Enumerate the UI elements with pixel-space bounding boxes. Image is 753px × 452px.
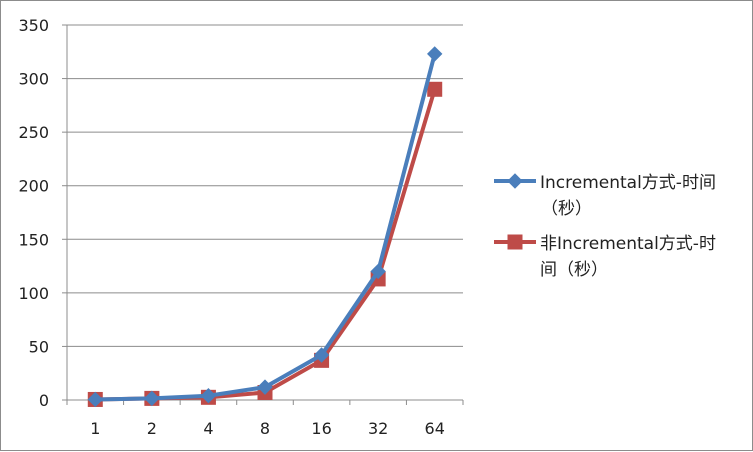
legend-marker-1 bbox=[507, 173, 523, 189]
data-point-s1-4 bbox=[313, 347, 330, 363]
x-tick-label: 4 bbox=[203, 419, 213, 438]
x-tick-label: 1 bbox=[90, 419, 100, 438]
data-point-s1-2 bbox=[200, 388, 217, 404]
y-tick-labels: 0 50 100 150 200 250 300 350 bbox=[18, 16, 49, 410]
y-tick-label: 300 bbox=[18, 70, 49, 89]
gridlines bbox=[67, 24, 463, 347]
x-tick-label: 2 bbox=[147, 419, 157, 438]
legend: Incremental方式-时间 （秒） 非Incremental方式-时间（秒） bbox=[494, 173, 716, 280]
x-tick-label: 64 bbox=[425, 419, 445, 438]
series-group bbox=[87, 46, 443, 408]
legend-label-1-line-2: （秒） bbox=[541, 199, 592, 219]
y-tick-label: 150 bbox=[18, 230, 49, 249]
x-tick-label: 8 bbox=[260, 419, 270, 438]
series-line-1 bbox=[95, 53, 437, 402]
data-point-s1-0 bbox=[87, 391, 103, 408]
y-tick-label: 0 bbox=[39, 391, 49, 410]
axes bbox=[62, 24, 464, 405]
x-tick-label: 16 bbox=[311, 419, 331, 438]
data-point-s1-3 bbox=[257, 379, 273, 395]
y-tick-label: 100 bbox=[18, 284, 49, 303]
legend-label-2-line-2: 间（秒） bbox=[540, 260, 608, 280]
y-tick-label: 50 bbox=[29, 337, 49, 356]
y-tick-label: 250 bbox=[18, 123, 49, 142]
y-tick-label: 200 bbox=[18, 177, 49, 196]
y-tick-label: 350 bbox=[18, 16, 49, 35]
data-point-s1-6 bbox=[427, 46, 443, 62]
data-point-s2-6 bbox=[427, 81, 443, 97]
legend-label-2-line-1: 非Incremental方式-时 bbox=[540, 234, 716, 254]
data-point-s1-1 bbox=[144, 390, 160, 407]
legend-marker-2 bbox=[507, 234, 523, 250]
data-point-s1-5 bbox=[370, 263, 386, 280]
x-tick-label: 32 bbox=[368, 419, 388, 438]
legend-label-1-line-1: Incremental方式-时间 bbox=[540, 173, 716, 193]
x-tick-labels: 1 2 4 8 16 32 64 bbox=[90, 419, 445, 438]
